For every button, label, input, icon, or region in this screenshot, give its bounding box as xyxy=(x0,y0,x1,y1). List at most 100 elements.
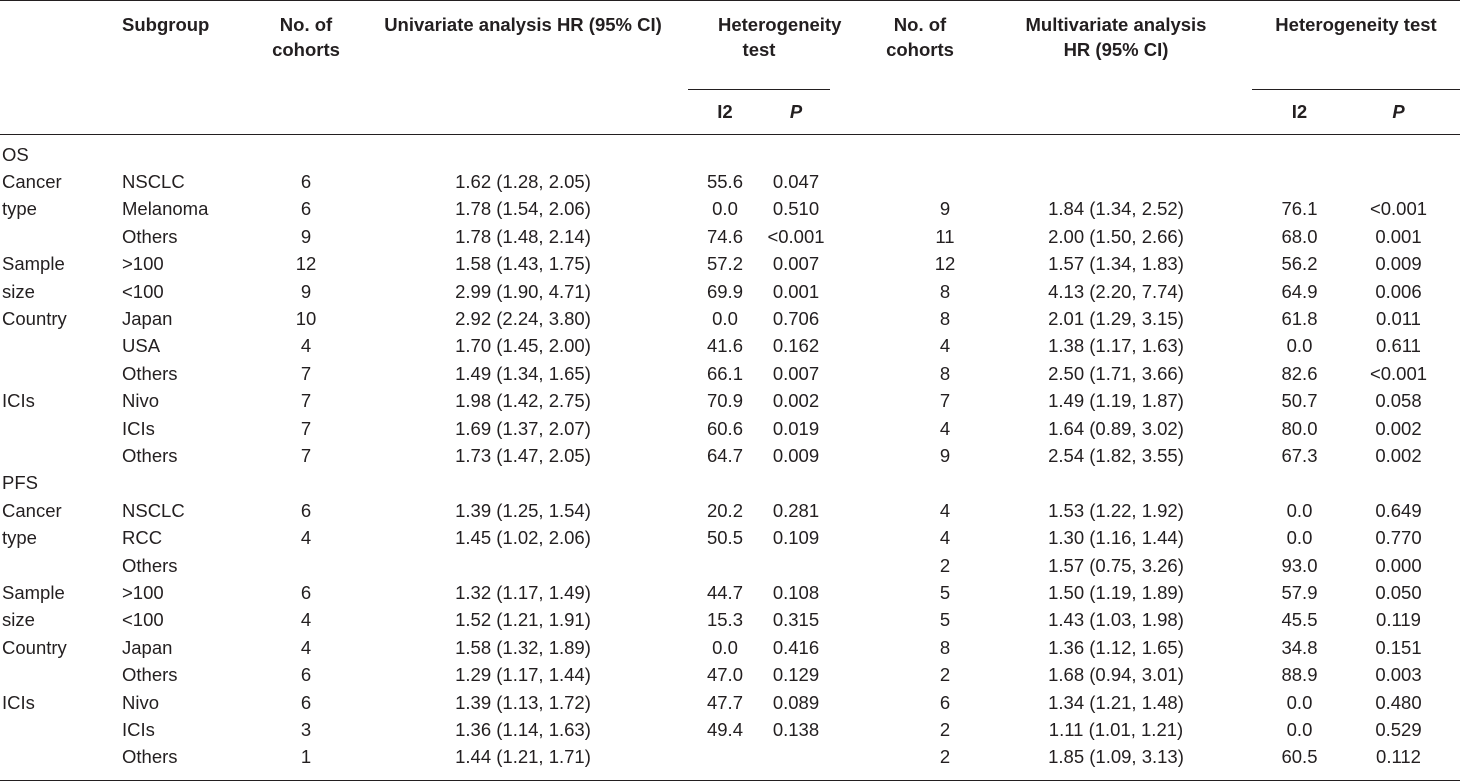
multi-i2-cell: 0.0 xyxy=(1286,335,1313,357)
uni-p-cell: 0.047 xyxy=(772,171,820,193)
uni-cohorts-cell: 7 xyxy=(300,417,312,439)
uni-i2-cell: 0.0 xyxy=(712,308,738,330)
uni-p-cell: 0.138 xyxy=(772,718,820,740)
subgroup-cell: Japan xyxy=(122,636,173,658)
subgroup-cell: Melanoma xyxy=(122,198,209,220)
multi-hr-cell: 2.54 (1.82, 3.55) xyxy=(1048,444,1184,466)
multi-p-cell: 0.011 xyxy=(1376,308,1421,330)
multi-i2-cell: 88.9 xyxy=(1281,664,1318,686)
multi-i2-cell: 34.8 xyxy=(1281,636,1318,658)
table-row: Cancer NSCLC 6 1.62 (1.28, 2.05) 55.6 0.047 xyxy=(0,168,1460,195)
multi-cohorts-cell: 9 xyxy=(939,198,951,220)
multi-hr-cell: 1.84 (1.34, 2.52) xyxy=(1048,198,1184,220)
uni-cohorts-cell: 6 xyxy=(300,499,312,521)
uni-i2-cell: 66.1 xyxy=(706,362,743,384)
header-uni-cohorts: No. of cohorts xyxy=(272,14,340,60)
row-label-cell xyxy=(0,716,120,743)
uni-hr-cell: 1.58 (1.32, 1.89) xyxy=(455,636,591,658)
uni-cohorts-cell: 7 xyxy=(300,444,312,466)
subgroup-cell: Others xyxy=(122,664,178,686)
uni-p-cell: 0.416 xyxy=(772,636,820,658)
uni-i2-cell: 47.7 xyxy=(706,691,743,713)
multi-i2-cell: 60.5 xyxy=(1281,746,1318,768)
header-uni-heterogeneity-label: Heterogeneity test xyxy=(718,14,842,60)
bottom-rule xyxy=(0,780,1460,781)
multi-cohorts-cell: 2 xyxy=(939,746,951,768)
uni-hr-cell xyxy=(358,552,688,579)
multi-hr-cell: 1.43 (1.03, 1.98) xyxy=(1048,609,1184,631)
subheader-row: I2 P I2 P xyxy=(0,90,1460,135)
uni-i2-cell: 64.7 xyxy=(706,444,743,466)
multi-hr-cell: 1.57 (1.34, 1.83) xyxy=(1048,253,1184,275)
row-label-cell: type xyxy=(2,198,37,220)
uni-i2-cell: 69.9 xyxy=(706,280,743,302)
uni-cohorts-cell: 9 xyxy=(300,280,312,302)
multi-cohorts-cell: 7 xyxy=(939,390,951,412)
multi-cohorts-cell: 5 xyxy=(939,581,951,603)
multi-hr-cell: 1.11 (1.01, 1.21) xyxy=(1048,718,1184,740)
uni-hr-cell: 1.39 (1.25, 1.54) xyxy=(455,499,591,521)
section-row: OS xyxy=(0,135,1460,169)
header-multi-heterogeneity: Heterogeneity test xyxy=(1222,0,1460,90)
subheader-blank-5 xyxy=(830,90,1010,135)
multi-i2-cell: 82.6 xyxy=(1281,362,1318,384)
uni-p-cell: 0.510 xyxy=(772,198,820,220)
subgroup-cell: Others xyxy=(122,362,178,384)
multi-p-cell: 0.001 xyxy=(1375,225,1422,247)
uni-p-cell: 0.162 xyxy=(772,335,820,357)
multi-i2-cell: 50.7 xyxy=(1281,390,1318,412)
header-row: Subgroup No. of cohorts Univariate analy… xyxy=(0,0,1460,90)
multi-cohorts-cell: 8 xyxy=(939,362,951,384)
multi-hr-cell: 2.00 (1.50, 2.66) xyxy=(1048,225,1184,247)
multi-cohorts-cell: 12 xyxy=(934,253,956,275)
top-rule xyxy=(0,0,1460,1)
uni-cohorts-cell: 7 xyxy=(300,362,312,384)
row-label-cell xyxy=(0,442,120,469)
header-multi-heterogeneity-underline xyxy=(1252,89,1460,90)
multi-i2-cell: 57.9 xyxy=(1281,581,1318,603)
multi-cohorts-cell: 4 xyxy=(939,499,951,521)
uni-hr-cell: 1.44 (1.21, 1.71) xyxy=(455,746,591,768)
multi-i2-cell: 0.0 xyxy=(1286,499,1313,521)
uni-hr-cell: 2.99 (1.90, 4.71) xyxy=(455,280,591,302)
uni-hr-cell: 1.78 (1.48, 2.14) xyxy=(455,225,591,247)
multi-p-cell: <0.001 xyxy=(1369,362,1428,384)
multi-i2-cell: 0.0 xyxy=(1286,527,1313,549)
subheader-blank-2 xyxy=(120,90,254,135)
multi-hr-cell: 2.50 (1.71, 3.66) xyxy=(1048,362,1184,384)
multi-hr-cell: 1.38 (1.17, 1.63) xyxy=(1048,335,1184,357)
row-label-cell: Sample xyxy=(2,253,65,275)
multi-p-cell: 0.006 xyxy=(1375,280,1422,302)
header-uni-hr: Univariate analysis HR (95% CI) xyxy=(384,14,662,35)
multi-hr-cell: 1.85 (1.09, 3.13) xyxy=(1048,746,1184,768)
multi-i2-cell: 0.0 xyxy=(1286,718,1313,740)
multi-p-cell: 0.611 xyxy=(1376,335,1421,357)
table-row: Others 7 1.49 (1.34, 1.65) 66.1 0.007 8 2.50 (… xyxy=(0,360,1460,387)
uni-cohorts-cell: 6 xyxy=(300,198,312,220)
uni-i2-cell: 55.6 xyxy=(706,171,743,193)
uni-cohorts-cell: 9 xyxy=(300,225,312,247)
uni-hr-cell: 1.29 (1.17, 1.44) xyxy=(455,664,591,686)
table-row: Others 2 1.57 (0.75, 3.26) 93.0 0.000 xyxy=(0,552,1460,579)
table-body: OS Cancer NSCLC 6 1.62 (1.28, 2.05) 55.6 0.047… xyxy=(0,135,1460,771)
multi-cohorts-cell: 4 xyxy=(939,417,951,439)
multi-cohorts-cell: 8 xyxy=(939,280,951,302)
row-label-cell: Sample xyxy=(2,581,65,603)
multi-p-cell: 0.151 xyxy=(1375,636,1422,658)
multi-cohorts-cell: 8 xyxy=(939,636,951,658)
multi-hr-cell: 2.01 (1.29, 3.15) xyxy=(1048,308,1184,330)
multi-hr-cell: 1.53 (1.22, 1.92) xyxy=(1048,499,1184,521)
uni-p-cell: 0.002 xyxy=(772,390,820,412)
uni-p-cell: 0.007 xyxy=(772,253,820,275)
uni-hr-cell: 1.45 (1.02, 2.06) xyxy=(455,527,591,549)
uni-hr-cell: 1.58 (1.43, 1.75) xyxy=(455,253,591,275)
uni-hr-cell: 2.92 (2.24, 3.80) xyxy=(455,308,591,330)
multi-cohorts-cell: 11 xyxy=(935,225,955,247)
subgroup-cell: USA xyxy=(122,335,161,357)
multi-cohorts-cell: 2 xyxy=(939,664,951,686)
row-label-cell: ICIs xyxy=(2,691,35,713)
table-row: size <100 9 2.99 (1.90, 4.71) 69.9 0.001 8 4.13… xyxy=(0,278,1460,305)
multi-i2-cell: 76.1 xyxy=(1281,198,1318,220)
table-row: type Melanoma 6 1.78 (1.54, 2.06) 0.0 0.510 9 1… xyxy=(0,196,1460,223)
